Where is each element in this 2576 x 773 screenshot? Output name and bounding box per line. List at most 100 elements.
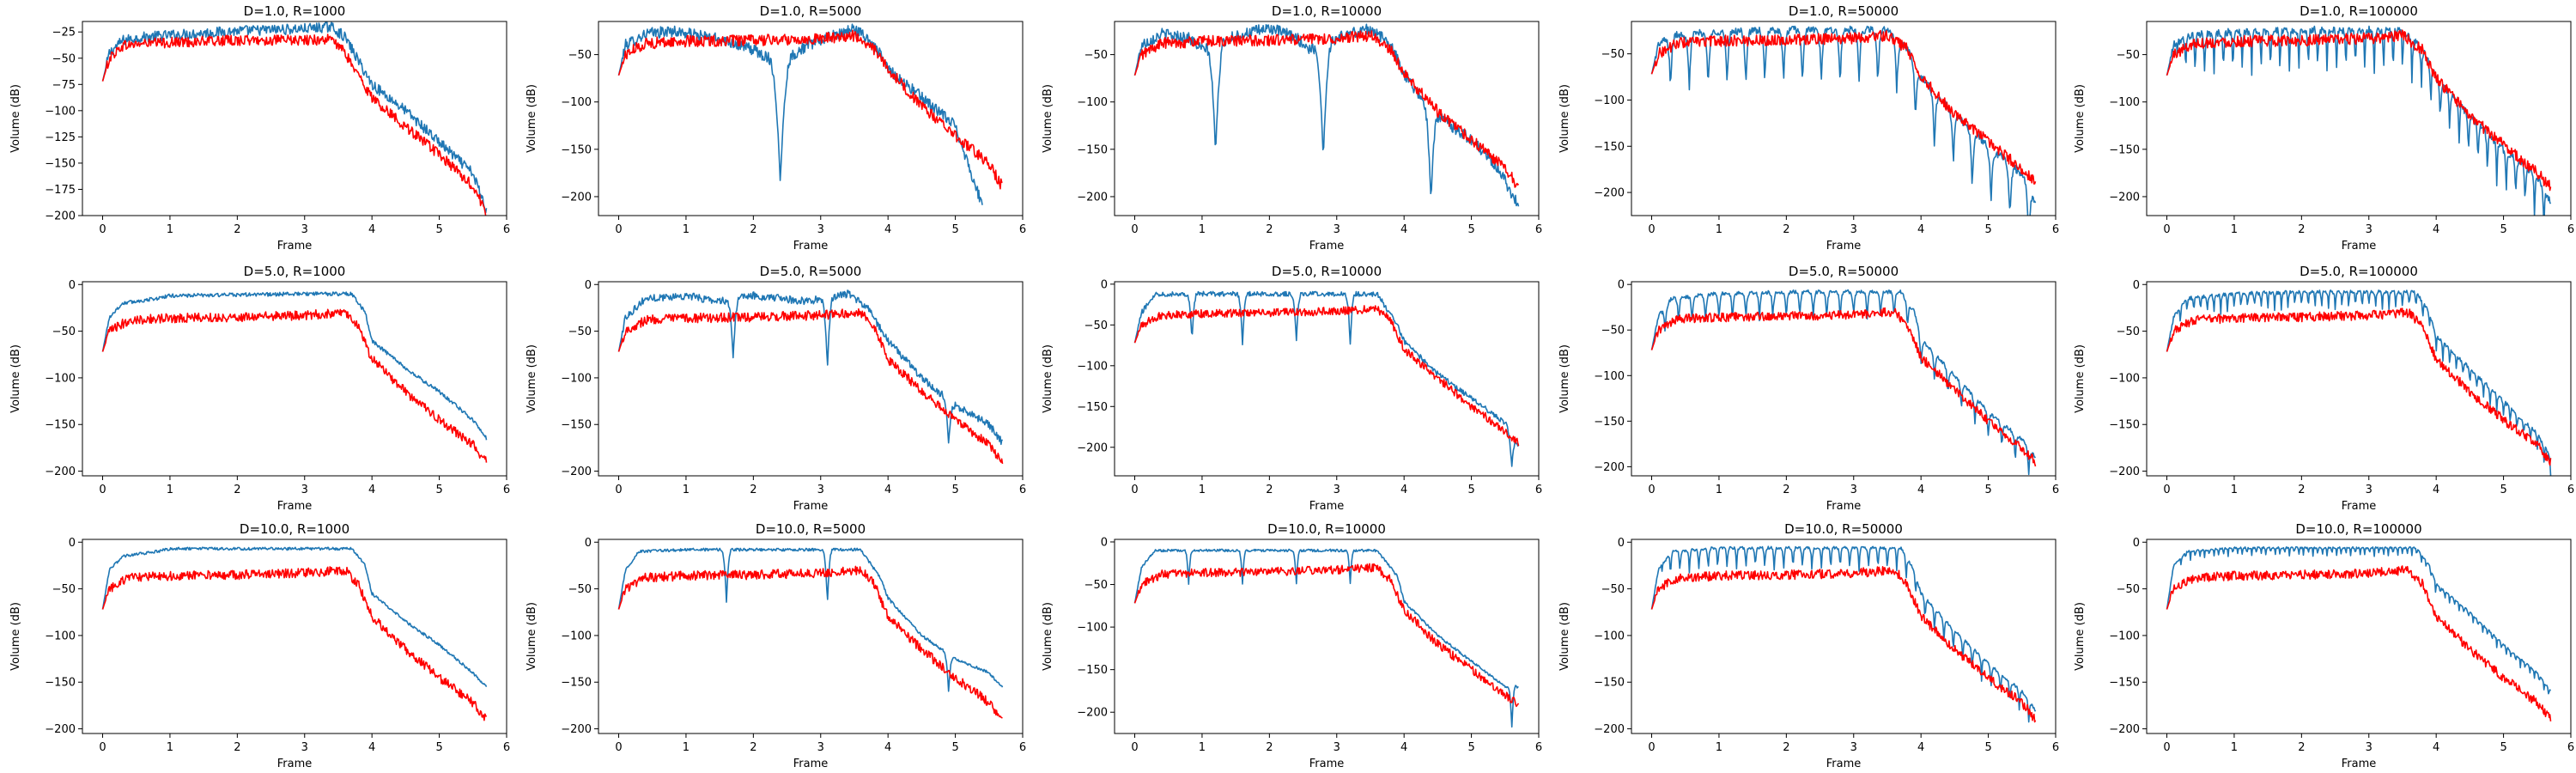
y-tick-label: −50 bbox=[52, 583, 76, 596]
x-axis-label: Frame bbox=[277, 500, 313, 513]
x-tick-label: 6 bbox=[2052, 741, 2059, 754]
x-tick-label: 6 bbox=[2567, 484, 2574, 496]
y-axis-label: Volume (dB) bbox=[526, 602, 538, 671]
x-tick-label: 1 bbox=[1199, 484, 1206, 496]
x-tick-label: 0 bbox=[1131, 484, 1138, 496]
y-tick-label: −100 bbox=[2109, 630, 2140, 642]
subplot-title: D=10.0, R=1000 bbox=[240, 521, 349, 537]
y-tick-label: −100 bbox=[561, 372, 592, 385]
x-tick-label: 4 bbox=[1400, 223, 1407, 236]
series-line-blue bbox=[1133, 23, 1520, 207]
x-tick-label: 5 bbox=[2500, 223, 2506, 236]
y-tick-label: −25 bbox=[52, 27, 76, 40]
y-tick-label: −50 bbox=[1601, 48, 1625, 61]
series-line-red bbox=[1650, 29, 2037, 185]
x-axis-label: Frame bbox=[1826, 240, 1862, 253]
x-tick-label: 5 bbox=[2500, 484, 2506, 496]
x-tick-label: 1 bbox=[1716, 223, 1722, 236]
x-tick-label: 6 bbox=[2052, 484, 2059, 496]
y-axis-label: Volume (dB) bbox=[2074, 344, 2087, 413]
y-tick-label: −150 bbox=[1077, 664, 1108, 677]
x-tick-label: 5 bbox=[435, 484, 442, 496]
y-tick-label: −50 bbox=[1084, 320, 1108, 332]
y-tick-label: −50 bbox=[52, 326, 76, 338]
y-tick-label: −150 bbox=[561, 143, 592, 156]
x-axis-label: Frame bbox=[2342, 500, 2377, 513]
axes-frame bbox=[82, 539, 507, 734]
y-tick-label: −100 bbox=[1077, 96, 1108, 109]
series-line-blue bbox=[617, 289, 1004, 446]
subplot-3: D=1.0, R=10000 0 1 2 3 4 5 6 −50 −100 −150 −200 Fram… bbox=[1042, 3, 1542, 253]
x-tick-label: 3 bbox=[1334, 484, 1340, 496]
x-tick-label: 3 bbox=[1334, 223, 1340, 236]
subplot-title: D=1.0, R=5000 bbox=[760, 3, 862, 19]
x-tick-label: 3 bbox=[817, 741, 824, 754]
x-tick-label: 0 bbox=[1131, 223, 1138, 236]
subplot-4: D=1.0, R=50000 0 1 2 3 4 5 6 −50 −100 −150 −200 Fram… bbox=[1558, 3, 2059, 253]
subplot-title: D=1.0, R=50000 bbox=[1789, 3, 1899, 19]
y-tick-label: −150 bbox=[1594, 141, 1625, 154]
x-tick-label: 1 bbox=[2231, 741, 2238, 754]
x-axis-label: Frame bbox=[1309, 758, 1345, 770]
y-tick-label: −200 bbox=[1077, 191, 1108, 204]
x-tick-label: 3 bbox=[2366, 484, 2372, 496]
x-tick-label: 2 bbox=[2298, 223, 2305, 236]
x-tick-label: 1 bbox=[683, 223, 690, 236]
x-tick-label: 4 bbox=[884, 484, 891, 496]
y-tick-label: −75 bbox=[52, 79, 76, 92]
x-tick-label: 4 bbox=[2433, 223, 2439, 236]
x-tick-label: 1 bbox=[683, 741, 690, 754]
subplot-6: D=5.0, R=1000 0 1 2 3 4 5 6 0 −50 −100 −150 −200 Fram… bbox=[9, 264, 510, 513]
x-axis-label: Frame bbox=[1826, 758, 1862, 770]
x-tick-label: 5 bbox=[1467, 741, 1474, 754]
x-tick-label: 0 bbox=[99, 484, 106, 496]
x-tick-label: 6 bbox=[1019, 741, 1026, 754]
y-axis-label: Volume (dB) bbox=[1042, 84, 1054, 153]
x-tick-label: 4 bbox=[884, 741, 891, 754]
y-tick-label: −100 bbox=[45, 105, 76, 118]
series-line-red bbox=[1133, 563, 1520, 708]
y-tick-label: −50 bbox=[568, 326, 592, 338]
y-tick-label: −100 bbox=[1594, 630, 1625, 642]
axes-frame bbox=[1631, 281, 2057, 477]
x-tick-label: 6 bbox=[503, 741, 510, 754]
subplot-12: D=10.0, R=5000 0 1 2 3 4 5 6 0 −50 −100 −150 −200 Fra… bbox=[526, 521, 1026, 770]
y-tick-label: −200 bbox=[1077, 707, 1108, 720]
y-tick-label: −200 bbox=[2109, 466, 2140, 478]
x-tick-label: 6 bbox=[1019, 223, 1026, 236]
y-tick-label: −200 bbox=[1077, 441, 1108, 454]
y-tick-label: −200 bbox=[561, 723, 592, 736]
x-tick-label: 5 bbox=[1984, 223, 1991, 236]
y-tick-label: −50 bbox=[568, 49, 592, 62]
series-line-red bbox=[2166, 29, 2552, 192]
x-tick-label: 3 bbox=[2366, 741, 2372, 754]
axes-frame bbox=[1114, 21, 1540, 216]
y-tick-label: −150 bbox=[1594, 416, 1625, 429]
x-tick-label: 4 bbox=[368, 223, 375, 236]
y-tick-label: −175 bbox=[45, 184, 76, 197]
x-tick-label: 4 bbox=[1400, 484, 1407, 496]
x-axis-label: Frame bbox=[2342, 758, 2377, 770]
x-tick-label: 2 bbox=[750, 741, 756, 754]
y-tick-label: −150 bbox=[2109, 677, 2140, 690]
y-tick-label: −150 bbox=[561, 419, 592, 432]
x-tick-label: 5 bbox=[435, 741, 442, 754]
y-tick-label: 0 bbox=[2133, 279, 2140, 292]
x-tick-label: 0 bbox=[1648, 484, 1655, 496]
series-line-blue bbox=[617, 23, 983, 205]
series-line-blue bbox=[101, 21, 488, 214]
y-tick-label: −100 bbox=[2109, 96, 2140, 109]
subplot-8: D=5.0, R=10000 0 1 2 3 4 5 6 0 −50 −100 −150 −200 Fra… bbox=[1042, 264, 1542, 513]
x-tick-label: 0 bbox=[2163, 484, 2170, 496]
series-line-red bbox=[101, 308, 488, 463]
x-tick-label: 2 bbox=[1783, 223, 1789, 236]
y-axis-label: Volume (dB) bbox=[1558, 84, 1571, 153]
x-axis-label: Frame bbox=[277, 758, 313, 770]
x-axis-label: Frame bbox=[793, 500, 829, 513]
x-tick-label: 2 bbox=[1266, 741, 1273, 754]
y-tick-label: −100 bbox=[561, 630, 592, 642]
series-line-red bbox=[2166, 565, 2552, 721]
y-tick-label: −150 bbox=[1594, 677, 1625, 690]
x-axis-label: Frame bbox=[793, 758, 829, 770]
x-tick-label: 1 bbox=[2231, 484, 2238, 496]
